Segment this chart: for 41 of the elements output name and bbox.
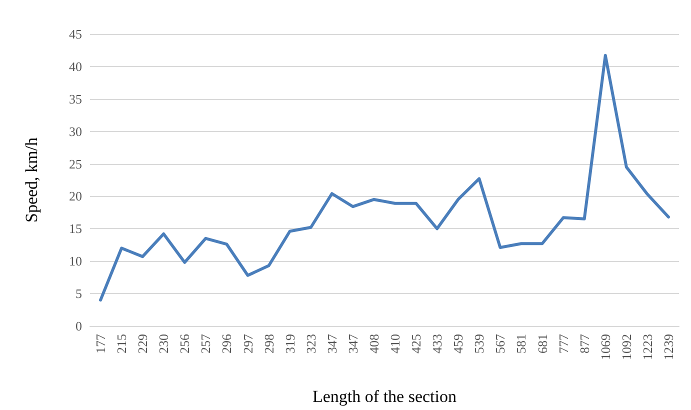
x-tick-label: 319 [282,334,298,354]
x-tick-label: 1069 [598,334,613,360]
x-tick-label: 347 [324,334,340,354]
y-tick-label: 10 [69,254,82,269]
x-tick-label: 177 [93,334,108,354]
y-tick-label: 45 [69,26,82,42]
x-tick-label: 298 [261,334,276,354]
x-tick-label: 408 [366,334,382,354]
y-tick-label: 0 [76,318,82,334]
y-tick-label: 25 [69,156,82,172]
x-axis-title: Length of the section [312,387,457,406]
x-tick-label: 567 [492,334,508,354]
x-tick-label: 459 [450,334,466,354]
x-tick-label: 410 [388,334,403,354]
x-tick-label: 323 [303,334,318,354]
x-tick-label: 256 [177,334,192,354]
x-tick-label: 229 [135,334,150,354]
x-tick-label: 215 [114,334,130,354]
x-tick-label: 433 [430,334,445,354]
x-tick-label: 681 [534,334,550,354]
x-tick-label: 347 [345,334,360,354]
x-tick-label: 581 [514,334,529,354]
x-tick-label: 425 [408,334,424,354]
y-tick-label: 40 [69,58,82,74]
x-tick-label: 296 [219,334,234,354]
x-tick-label: 230 [156,334,172,354]
x-tick-label: 1239 [660,334,676,360]
y-tick-label: 15 [69,221,82,236]
y-tick-label: 30 [69,124,82,139]
x-tick-label: 257 [198,334,214,354]
x-tick-label: 1223 [640,334,655,360]
x-tick-label: 877 [576,334,592,354]
x-tick-label: 1092 [618,334,634,360]
line-series [99,54,670,302]
x-tick-label: 297 [240,334,256,354]
y-tick-label: 5 [76,286,82,302]
x-tick-label: 539 [472,334,487,354]
y-tick-label: 20 [69,188,82,204]
y-tick-label: 35 [69,91,82,106]
y-axis-title: Speed, km/h [22,137,41,222]
x-tick-label: 777 [556,334,571,354]
